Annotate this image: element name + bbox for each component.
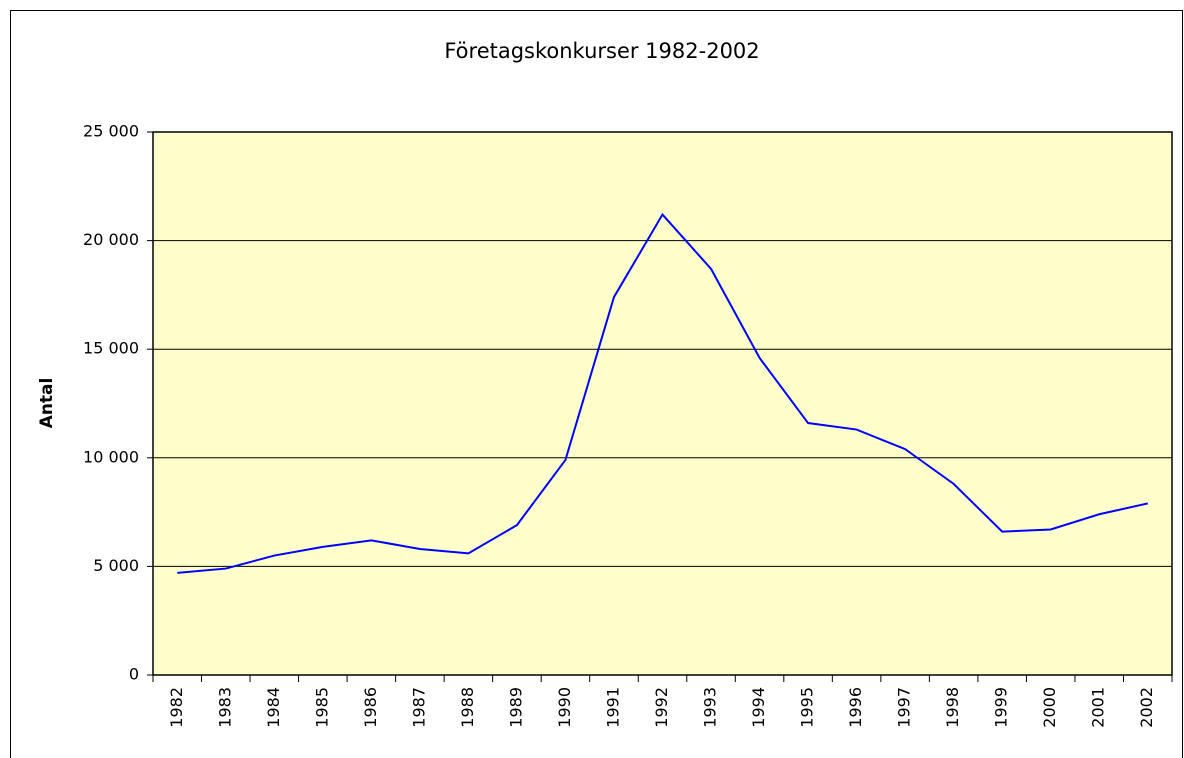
x-tick-label: 1986	[361, 687, 380, 728]
x-tick-label: 1998	[943, 687, 962, 728]
x-tick-label: 1982	[167, 687, 186, 728]
x-tick-label: 1990	[555, 687, 574, 728]
x-tick-label: 1993	[701, 687, 720, 728]
x-tick-label: 2000	[1040, 687, 1059, 728]
y-tick-label: 10 000	[83, 447, 139, 466]
x-tick-label: 1989	[506, 687, 525, 728]
x-tick-label: 1994	[749, 687, 768, 728]
x-tick-label: 1996	[846, 687, 865, 728]
data-line	[177, 212, 1148, 574]
x-tick-label: 1997	[895, 687, 914, 728]
x-tick-label: 1999	[992, 687, 1011, 728]
chart-title: Företagskonkurser 1982-2002	[444, 39, 759, 63]
y-tick-label: 0	[129, 665, 139, 684]
plot-area	[153, 132, 1172, 675]
y-axis-label: Antal	[37, 378, 57, 429]
x-tick-label: 1987	[409, 687, 428, 728]
x-tick-label: 2001	[1089, 687, 1108, 728]
x-tick-label: 1991	[603, 687, 622, 728]
x-tick-label: 1995	[798, 687, 817, 728]
x-tick-label: 1988	[458, 687, 477, 728]
x-tick-label: 1984	[264, 687, 283, 728]
x-tick-label: 2002	[1137, 687, 1156, 728]
y-tick-label: 25 000	[83, 122, 139, 141]
plot-border	[152, 131, 1173, 676]
y-tick-label: 15 000	[83, 339, 139, 358]
x-tick-label: 1983	[215, 687, 234, 728]
x-tick-label: 1992	[652, 687, 671, 728]
x-tick-label: 1985	[312, 687, 331, 728]
y-tick-label: 5 000	[93, 556, 139, 575]
y-tick-label: 20 000	[83, 230, 139, 249]
